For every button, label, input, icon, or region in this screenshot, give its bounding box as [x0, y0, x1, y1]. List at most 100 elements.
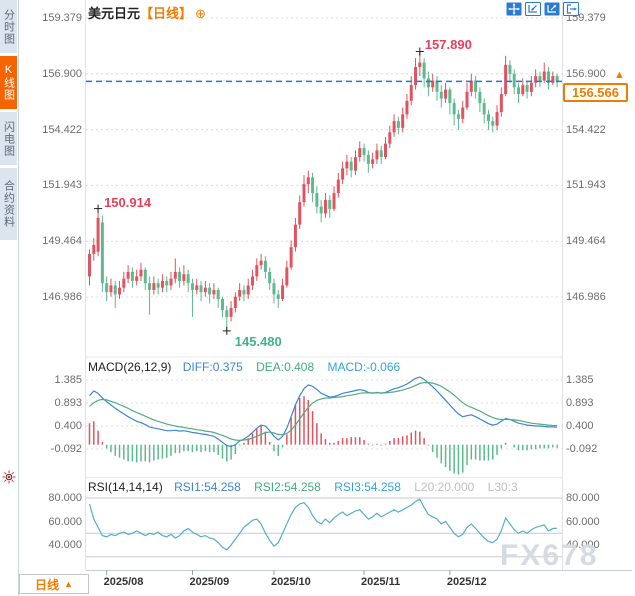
chart-title: 美元日元【日线】 ⊕ [88, 3, 206, 22]
rsi-header: RSI(14,14,14) RSI1:54.258 RSI2:54.258 RS… [88, 480, 560, 494]
candle-body [452, 103, 456, 115]
candle-body [238, 289, 242, 297]
sidebar-tab-timeline[interactable]: 分时图 [0, 0, 17, 53]
candle-body [336, 179, 340, 194]
rsi3-value: RSI3:54.258 [334, 480, 401, 494]
macd-dea-line [89, 382, 558, 442]
candle-body [396, 121, 400, 128]
price-axis-label-left: 151.943 [42, 179, 82, 192]
candle-body [426, 78, 430, 88]
candle-body [345, 161, 349, 169]
macd-axis-label-right: -0.092 [566, 442, 598, 455]
move-crosshair-icon[interactable] [506, 2, 522, 16]
x-axis-month-label: 2025/11 [361, 576, 401, 588]
candle-body [375, 150, 379, 160]
candle-body [306, 177, 310, 185]
candle-body [281, 285, 285, 299]
symbol-name: 美元日元 [88, 6, 141, 21]
candle-body [135, 276, 139, 281]
sidebar-tab-contract-info[interactable]: 合约资料 [0, 168, 17, 240]
chart-toolbar [506, 2, 579, 16]
macd-axis-label-left: 0.893 [54, 397, 82, 409]
rsi2-value: RSI2:54.258 [254, 480, 321, 494]
candle-body [431, 80, 435, 88]
rsi-params: RSI(14,14,14) [88, 480, 163, 494]
candle-body [220, 298, 224, 311]
candle-body [482, 103, 486, 115]
zoom-in-chart-icon[interactable] [544, 2, 560, 16]
candle-body [96, 217, 100, 252]
sidebar-tab-candlestick[interactable]: K线图 [0, 56, 17, 109]
candle-body [233, 296, 237, 308]
candle-body [379, 150, 383, 158]
candle-body [156, 283, 160, 288]
candle-body [160, 280, 164, 288]
candle-body [276, 294, 280, 299]
rsi1-value: RSI1:54.258 [174, 480, 241, 494]
candle-body [109, 285, 113, 293]
candle-body [92, 244, 96, 254]
zoom-out-chart-icon[interactable] [525, 2, 541, 16]
sidebar-tab-lightning[interactable]: 闪电图 [0, 112, 17, 165]
candle-body [409, 85, 413, 101]
candle-body [465, 91, 469, 108]
candle-body [439, 91, 443, 99]
candle-body [203, 287, 207, 293]
candle-body [499, 94, 503, 113]
candle-body [190, 283, 194, 290]
candle-body [551, 76, 555, 83]
candle-body [486, 114, 490, 122]
candle-body [148, 283, 152, 290]
candle-body [259, 260, 263, 266]
candle-body [353, 157, 357, 171]
price-up-arrow-icon: ▲ [614, 69, 625, 82]
rsi-axis-label-right: 60.000 [566, 515, 600, 528]
candle-body [401, 114, 405, 128]
candle-body [315, 193, 319, 207]
candle-body [495, 112, 499, 126]
candle-body [478, 91, 482, 104]
candle-body [555, 76, 559, 82]
price-axis-label-left: 154.422 [42, 123, 82, 136]
sidebar: 分时图 K线图 闪电图 合约资料 [0, 0, 19, 596]
candle-body [229, 307, 233, 317]
x-axis-month-label: 2025/08 [103, 576, 144, 588]
price-axis-label-right: 151.943 [566, 179, 606, 192]
candle-body [139, 269, 143, 277]
candle-body [384, 143, 388, 158]
x-axis-month-label: 2025/12 [446, 576, 487, 588]
x-axis-month-label: 2025/10 [270, 576, 311, 588]
settings-sun-icon[interactable] [2, 470, 16, 489]
candle-body [216, 289, 220, 299]
candle-body [251, 276, 255, 286]
exit-chart-icon[interactable] [563, 2, 579, 16]
candle-body [100, 222, 104, 284]
price-axis-label-right: 149.464 [566, 235, 606, 248]
annotation-high-price: 157.890 [424, 36, 472, 52]
macd-diff-line [89, 376, 558, 448]
candle-body [293, 224, 297, 248]
candle-body [323, 199, 327, 214]
candle-body [302, 184, 306, 203]
price-axis-label-left: 156.900 [42, 67, 82, 80]
candle-body [122, 278, 126, 288]
candle-body [414, 67, 418, 86]
annotation-swing-high-price: 150.914 [104, 194, 152, 210]
rsi-axis-label-right: 40.000 [566, 539, 600, 551]
candle-body [521, 85, 525, 95]
candle-body [349, 161, 353, 171]
price-axis-label-left: 149.464 [42, 235, 82, 248]
macd-axis-label-right: 0.893 [566, 397, 594, 409]
period-label: 日线 [35, 577, 60, 592]
candle-body [392, 121, 396, 133]
candle-body [208, 287, 212, 295]
candle-body [246, 285, 250, 295]
macd-axis-label-left: 0.400 [54, 420, 82, 432]
candle-body [118, 287, 122, 295]
candle-body [225, 310, 229, 317]
candle-body [319, 206, 323, 214]
add-indicator-icon[interactable]: ⊕ [195, 6, 206, 21]
period-selector-button[interactable]: 日线 ▲ [19, 574, 89, 594]
current-price-badge: 156.566 [563, 83, 628, 103]
